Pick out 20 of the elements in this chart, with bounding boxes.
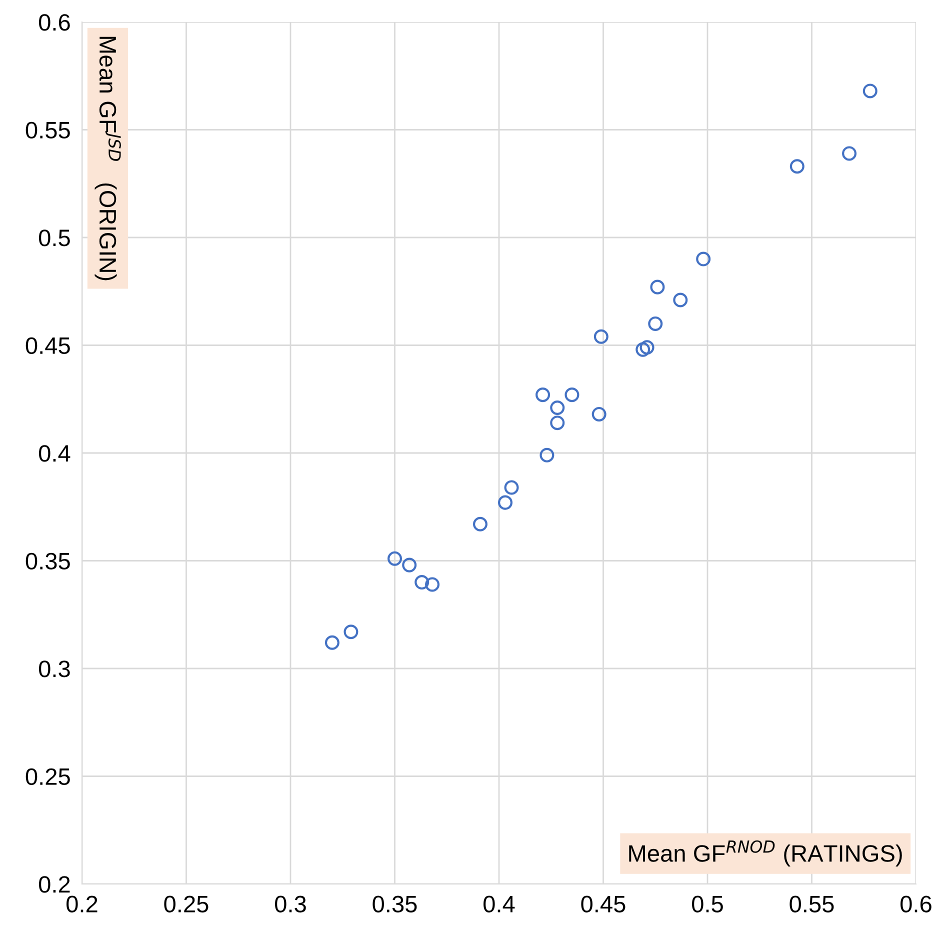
y-tick-label: 0.5	[38, 230, 70, 246]
x-tick-label: 0.45	[581, 896, 626, 912]
x-tick-label: 0.6	[900, 896, 932, 912]
y-tick-label: 0.2	[38, 876, 70, 893]
y-tick-label: 0.55	[26, 122, 70, 139]
x-axis-title: Mean GF$^{RNOD}$ (RATINGS)	[629, 840, 902, 867]
y-tick-label: 0.35	[26, 552, 70, 570]
x-tick-label: 0.55	[790, 896, 834, 912]
y-tick-label: 0.4	[38, 445, 70, 462]
x-tick-label: 0.35	[372, 896, 417, 912]
x-tick-label: 0.5	[692, 896, 723, 912]
text: Mean GF$^{JSD}$ (ORIGIN)	[94, 36, 121, 280]
x-tick-label: 0.4	[484, 896, 515, 912]
x-tick-label: 0.3	[275, 896, 306, 912]
x-tick-label: 0.2	[66, 896, 98, 912]
y-tick-label: 0.3	[38, 660, 70, 678]
y-tick-label: 0.25	[26, 768, 70, 786]
x-tick-label: 0.25	[164, 896, 208, 912]
y-tick-label: 0.45	[26, 337, 70, 354]
y-tick-label: 0.6	[38, 14, 70, 31]
